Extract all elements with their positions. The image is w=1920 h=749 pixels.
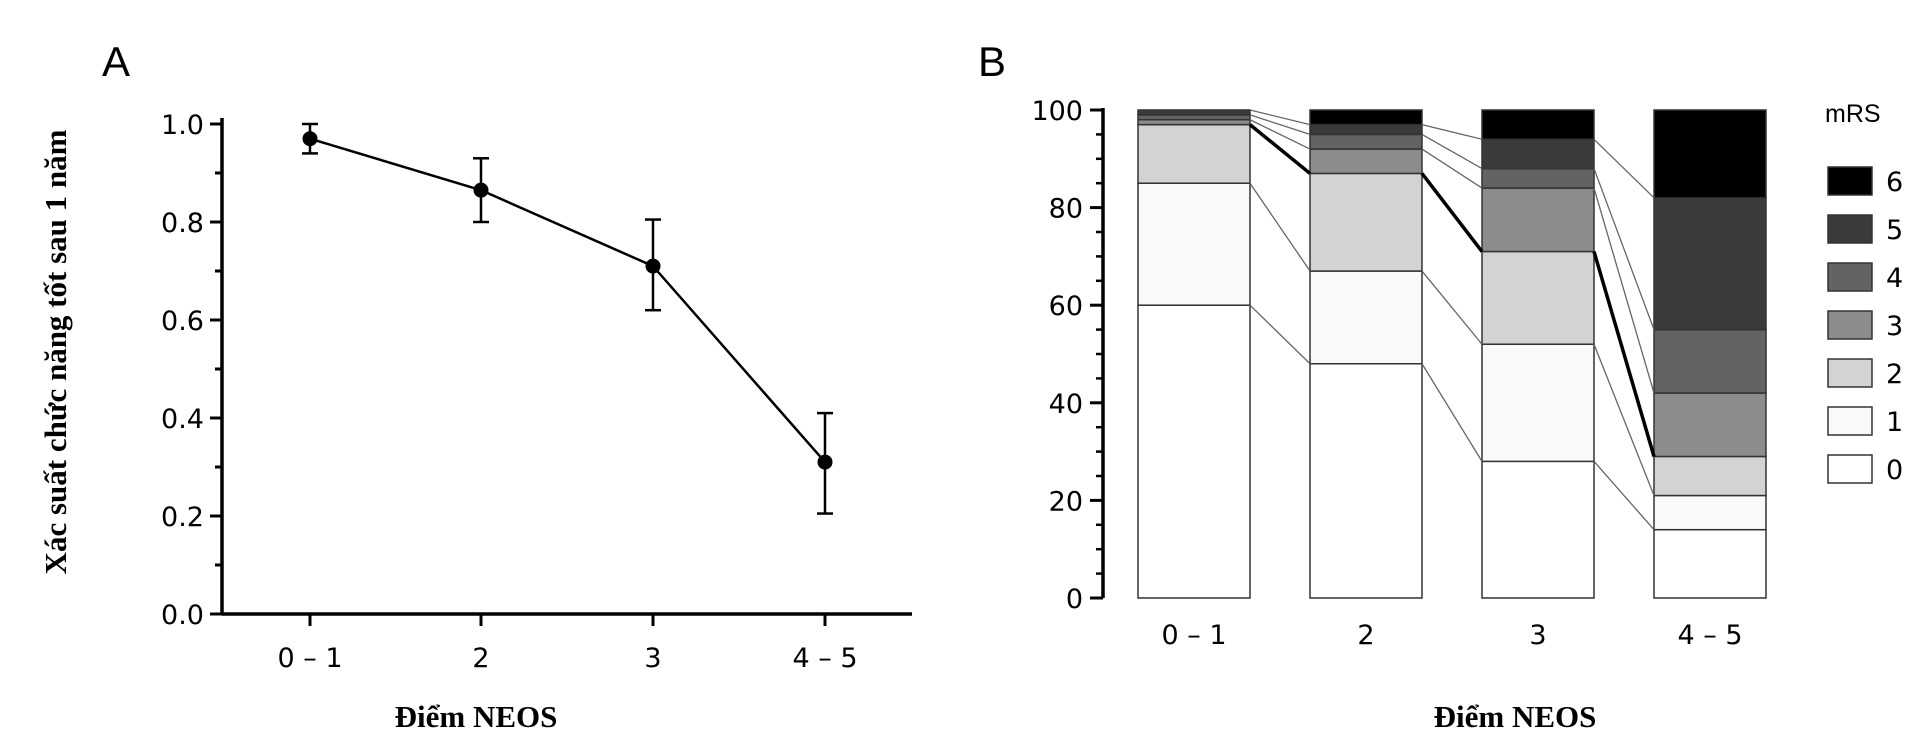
panel-b-connector-line: [1249, 119, 1311, 150]
panel-a-x-tick-label: 0 – 1: [277, 643, 342, 674]
legend-swatch-mrs-5: [1827, 214, 1873, 244]
panel-a-label: A: [102, 38, 130, 85]
panel-b-bar-segment-mrs-3: [1653, 392, 1767, 458]
panel-b-connector-line: [1421, 124, 1483, 140]
panel-b-bar-segment-mrs-5: [1653, 197, 1767, 331]
panel-a-series-line: [309, 137, 826, 463]
legend-label-mrs-6: 6: [1886, 167, 1903, 198]
panel-b-connector-line: [1420, 172, 1484, 253]
panel-a-y-tick-label: 0.0: [161, 600, 204, 631]
panel-b-connector-line: [1421, 148, 1483, 189]
panel-a-x-axis-title: Điểm NEOS: [395, 699, 558, 734]
panel-b-bar-segment-mrs-5: [1137, 109, 1251, 116]
legend-swatch-mrs-1: [1827, 406, 1873, 436]
legend-swatch-mrs-6: [1827, 166, 1873, 196]
legend-label-mrs-2: 2: [1886, 359, 1903, 390]
panel-b-connector-line: [1249, 304, 1311, 365]
panel-a-y-axis-title: Xác suất chức năng tốt sau 1 năm: [38, 129, 73, 574]
legend-label-mrs-0: 0: [1886, 455, 1903, 486]
panel-b-connector-line: [1593, 168, 1655, 330]
panel-b-y-tick-label: 80: [1049, 194, 1083, 225]
panel-b-bar-segment-mrs-5: [1481, 138, 1595, 170]
panel-a-y-tick-label: 1.0: [161, 110, 204, 141]
panel-b-y-tick-label: 20: [1049, 486, 1083, 517]
legend-swatch-mrs-2: [1827, 358, 1873, 388]
legend-label-mrs-4: 4: [1886, 263, 1903, 294]
panel-b-stacked-bar-chart: 0 20 40 60 80 100 0 – 1 2 3 4 – 5: [1031, 96, 1767, 651]
panel-b-bar-segment-mrs-3: [1481, 187, 1595, 253]
legend-label-mrs-5: 5: [1886, 215, 1903, 246]
panel-b-y-tick-label: 60: [1049, 291, 1083, 322]
panel-a-line-chart: 0.0 0.2 0.4 0.6 0.8 1.0 0 – 1 2 3 4 – 5: [161, 110, 912, 674]
panel-b-bar-segment-mrs-3: [1309, 148, 1423, 175]
panel-a-x-tick-label: 4 – 5: [792, 643, 857, 674]
panel-a-x-tick-label: 3: [644, 643, 661, 674]
panel-a-y-tick-label: 0.4: [161, 404, 204, 435]
panel-b-connector-line: [1421, 133, 1483, 170]
legend-swatch-mrs-0: [1827, 454, 1873, 484]
panel-b-bar-segment-mrs-6: [1481, 109, 1595, 141]
panel-a-x-tick-label: 2: [472, 643, 489, 674]
panel-b-bar-segment-mrs-6: [1309, 109, 1423, 126]
panel-b-connector-line: [1249, 114, 1311, 136]
panel-a-data-point: [473, 182, 489, 198]
panel-b-connector-line: [1593, 187, 1655, 394]
panel-b-bar-segment-mrs-4: [1653, 328, 1767, 394]
panel-a-data-point: [302, 131, 318, 147]
panel-b-connector-line: [1248, 123, 1312, 175]
panel-b-bar-segment-mrs-0: [1309, 363, 1423, 599]
panel-a-data-point: [817, 454, 833, 470]
panel-b-legend: mRS 6 5 4 3 2 1 0: [1825, 100, 1903, 486]
panel-b-connector-line: [1593, 344, 1655, 496]
panel-b-bar-segment-mrs-1: [1481, 343, 1595, 463]
panel-b-y-tick-label: 0: [1066, 584, 1083, 615]
panel-b-connector-line: [1593, 460, 1655, 531]
panel-b-bar-segment-mrs-1: [1309, 270, 1423, 365]
panel-b-bar-segment-mrs-0: [1481, 460, 1595, 599]
panel-b-bar-segment-mrs-2: [1653, 455, 1767, 497]
panel-b-y-tick-label: 40: [1049, 389, 1083, 420]
panel-b-bar-segment-mrs-4: [1481, 167, 1595, 189]
panel-b-x-tick-label: 2: [1357, 620, 1374, 651]
panel-b-connector-line: [1249, 182, 1311, 272]
panel-b-x-tick-label: 3: [1529, 620, 1546, 651]
panel-b-connector-line: [1249, 109, 1311, 126]
panel-b-x-tick-label: 4 – 5: [1677, 620, 1742, 651]
panel-b-bar-segment-mrs-0: [1137, 304, 1251, 599]
panel-b-connector-line: [1421, 363, 1483, 462]
legend-swatch-mrs-3: [1827, 310, 1873, 340]
panel-a-y-tick-label: 0.6: [161, 306, 204, 337]
panel-a-data-point: [645, 258, 661, 274]
panel-b-connector-line: [1593, 138, 1655, 199]
panel-b-bar-segment-mrs-0: [1653, 528, 1767, 599]
panel-a-y-tick-label: 0.2: [161, 502, 204, 533]
panel-b-bar-segment-mrs-1: [1137, 182, 1251, 306]
panel-a-y-tick-label: 0.8: [161, 208, 204, 239]
panel-b-connector-line: [1421, 270, 1483, 345]
legend-label-mrs-1: 1: [1886, 407, 1903, 438]
panel-b-y-tick-label: 100: [1031, 96, 1083, 127]
legend-title: mRS: [1825, 100, 1881, 128]
panel-b-connector-line: [1592, 251, 1656, 457]
panel-b-bar-segment-mrs-2: [1481, 250, 1595, 345]
panel-b-label: B: [978, 38, 1006, 85]
panel-b-bar-segment-mrs-2: [1309, 172, 1423, 272]
panel-b-x-axis-title: Điểm NEOS: [1434, 699, 1597, 734]
legend-swatch-mrs-4: [1827, 262, 1873, 292]
panel-b-bar-segment-mrs-2: [1137, 123, 1251, 184]
panel-b-bar-segment-mrs-4: [1309, 133, 1423, 150]
panel-b-bar-segment-mrs-6: [1653, 109, 1767, 199]
panel-b-x-tick-label: 0 – 1: [1161, 620, 1226, 651]
panel-b-bar-segment-mrs-5: [1309, 123, 1423, 136]
legend-label-mrs-3: 3: [1886, 311, 1903, 342]
panel-b-bar-segment-mrs-1: [1653, 494, 1767, 531]
